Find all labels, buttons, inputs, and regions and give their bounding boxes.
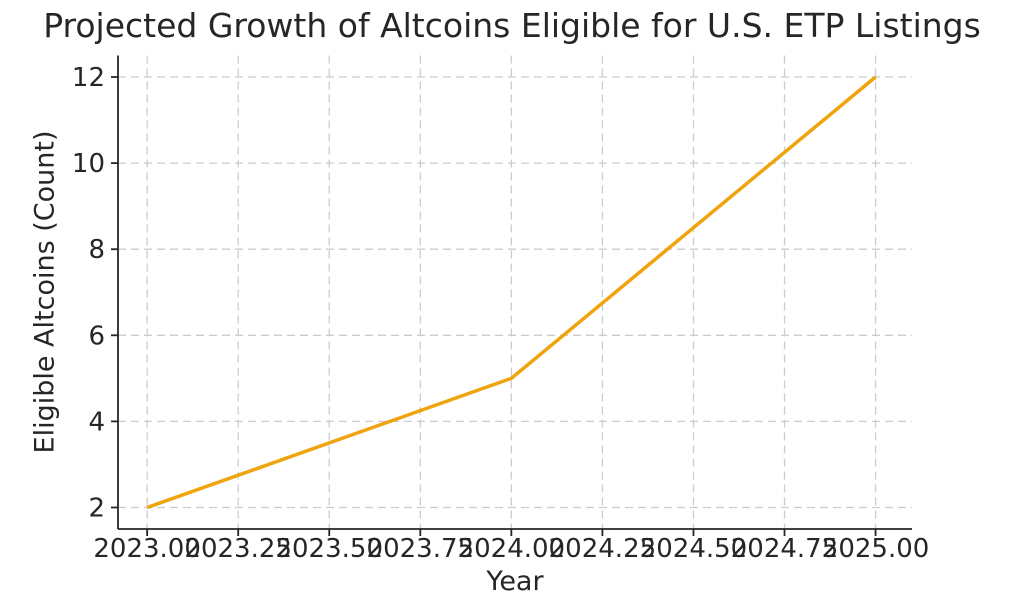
- x-tick-label: 2023.75: [367, 534, 475, 564]
- x-tick-label: 2023.25: [184, 534, 292, 564]
- x-tick-label: 2024.75: [731, 534, 839, 564]
- data-line-series: [146, 75, 877, 510]
- y-tick-label: 4: [88, 407, 105, 437]
- y-tick-label: 2: [88, 493, 105, 523]
- x-tick-label: 2024.00: [458, 534, 566, 564]
- x-tick-label: 2025.00: [822, 534, 930, 564]
- x-tick-label: 2024.25: [549, 534, 657, 564]
- chart-title: Projected Growth of Altcoins Eligible fo…: [43, 6, 981, 45]
- x-tick-label: 2023.50: [275, 534, 383, 564]
- y-tick-label: 8: [88, 235, 105, 265]
- x-tick-label: 2024.50: [640, 534, 748, 564]
- y-tick-label: 6: [88, 321, 105, 351]
- x-axis-label: Year: [486, 566, 544, 597]
- x-tick-label: 2023.00: [93, 534, 201, 564]
- y-tick-label: 12: [72, 63, 105, 93]
- y-tick-label: 10: [72, 149, 105, 179]
